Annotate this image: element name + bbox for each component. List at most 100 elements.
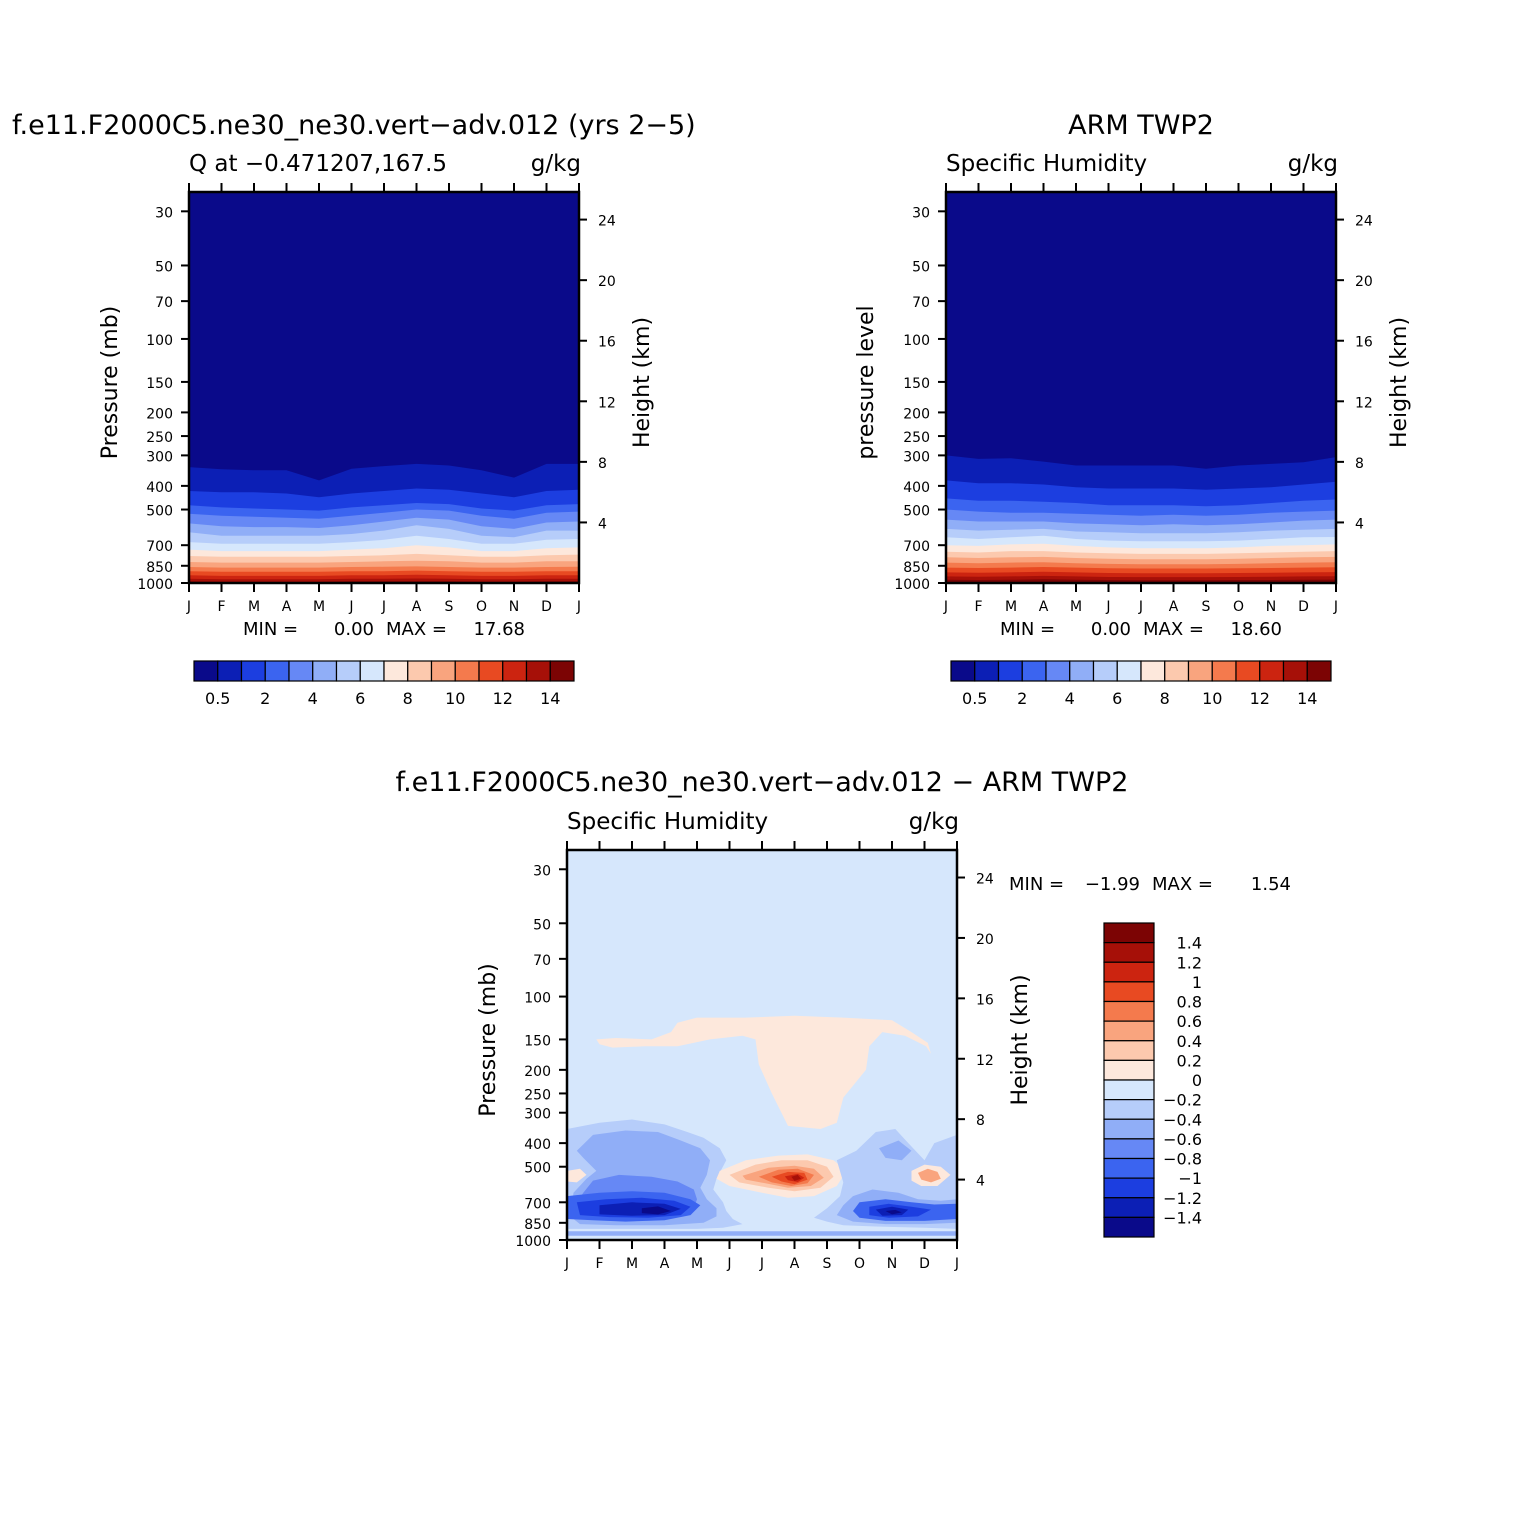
- y-tick-label-right: 16: [976, 992, 994, 1008]
- colorbar-label: −1.4: [1163, 1208, 1202, 1227]
- colorbar-label: −0.2: [1163, 1091, 1202, 1110]
- x-tick-label: F: [974, 599, 982, 615]
- colorbar-label: 1: [1192, 973, 1202, 992]
- colorbar-swatch: [264, 660, 290, 682]
- colorbar-swatch: [1092, 660, 1118, 682]
- y-tick-label-right: 20: [1355, 274, 1373, 290]
- colorbar-swatch: [1103, 1118, 1155, 1140]
- y-tick-label: 70: [533, 953, 551, 969]
- colorbar-swatch: [359, 660, 385, 682]
- colorbar-swatch: [478, 660, 504, 682]
- y-axis-label: Pressure (mb): [98, 306, 123, 460]
- colorbar-label: 1.2: [1177, 953, 1202, 972]
- y-axis-label-right: Height (km): [630, 317, 655, 448]
- colorbar-swatch: [1211, 660, 1237, 682]
- y-tick-label-right: 4: [1355, 516, 1364, 532]
- colorbar-label: 6: [355, 689, 365, 708]
- y-tick-label: 500: [524, 1161, 551, 1177]
- x-tick-label: N: [509, 599, 519, 615]
- x-tick-label: M: [691, 1256, 703, 1272]
- y-tick-label: 1000: [515, 1234, 551, 1250]
- colorbar-swatch: [1103, 1099, 1155, 1120]
- x-tick-label: N: [887, 1256, 897, 1272]
- chart-units: g/kg: [909, 809, 959, 835]
- stat-max-label: MAX =: [1143, 619, 1204, 640]
- colorbar-swatch: [288, 660, 314, 682]
- y-tick-label: 300: [524, 1107, 551, 1123]
- colorbar-swatch: [1103, 1079, 1155, 1101]
- contour-fill: [918, 1168, 941, 1183]
- y-tick-label-right: 12: [598, 395, 616, 411]
- x-tick-label: J: [381, 599, 386, 615]
- y-tick-label: 850: [524, 1217, 551, 1233]
- stat-max-label: MAX =: [1152, 874, 1213, 895]
- colorbar-label: 0.2: [1177, 1051, 1202, 1070]
- colorbar-swatch: [525, 660, 551, 682]
- stat-max-value: 17.68: [473, 619, 525, 640]
- colorbar-swatch: [1235, 660, 1261, 682]
- plot-area: [567, 850, 957, 1240]
- y-tick-label: 100: [524, 991, 551, 1007]
- colorbar-swatch: [1140, 660, 1166, 682]
- colorbar-swatch: [1103, 981, 1155, 1003]
- chart-subtitle: Specific Humidity: [567, 809, 768, 835]
- colorbar-swatch: [1103, 1177, 1155, 1199]
- y-tick-label: 50: [155, 259, 173, 275]
- colorbar-swatch: [1103, 1059, 1155, 1081]
- y-tick-label: 300: [146, 449, 173, 465]
- colorbar-label: 4: [308, 689, 318, 708]
- colorbar-swatch: [1187, 660, 1213, 682]
- y-tick-label: 50: [912, 259, 930, 275]
- y-tick-label: 500: [903, 504, 930, 520]
- colorbar-swatch: [1021, 660, 1047, 682]
- colorbar-label: 0.4: [1177, 1032, 1202, 1051]
- colorbar-label: 2: [1017, 689, 1027, 708]
- y-tick-label: 400: [524, 1137, 551, 1153]
- colorbar-label: 14: [1297, 689, 1317, 708]
- x-tick-label: A: [1169, 599, 1179, 615]
- colorbar-label: 0.8: [1177, 993, 1202, 1012]
- chart-units: g/kg: [531, 151, 581, 177]
- colorbar-label: 8: [403, 689, 413, 708]
- y-tick-label-right: 8: [1355, 456, 1364, 472]
- contour-fill: [791, 1174, 801, 1181]
- colorbar-swatch: [1103, 1138, 1155, 1160]
- x-tick-label: J: [726, 1256, 731, 1272]
- x-tick-label: D: [919, 1256, 930, 1272]
- colorbar-swatch: [1103, 1020, 1155, 1042]
- stat-min-label: MIN =: [1000, 619, 1055, 640]
- y-tick-label-right: 16: [598, 335, 616, 351]
- plot-area: [946, 192, 1336, 583]
- x-tick-label: J: [1105, 599, 1110, 615]
- x-tick-label: F: [595, 1256, 603, 1272]
- y-tick-label-right: 4: [598, 516, 607, 532]
- colorbar-label: −0.6: [1163, 1130, 1202, 1149]
- colorbar-swatch: [950, 660, 976, 682]
- y-tick-label: 250: [146, 430, 173, 446]
- chart-panel-1: J F M A M J J A S O N D J 30 50 70 100 150 200 250 300 400 500…: [12, 110, 696, 708]
- stat-min-value: 0.00: [334, 619, 374, 640]
- y-tick-label: 100: [903, 333, 930, 349]
- colorbar-swatch: [312, 660, 338, 682]
- colorbar-swatch: [502, 660, 528, 682]
- x-tick-label: A: [1039, 599, 1049, 615]
- colorbar-swatch: [997, 660, 1023, 682]
- colorbar-label: −0.4: [1163, 1110, 1202, 1129]
- contour-fill: [641, 1206, 671, 1215]
- y-axis-label-right: Height (km): [1008, 974, 1033, 1105]
- colorbar-label: 4: [1065, 689, 1075, 708]
- y-tick-label: 100: [146, 333, 173, 349]
- chart-title: ARM TWP2: [1068, 110, 1214, 141]
- y-tick-label: 400: [903, 480, 930, 496]
- y-tick-label-right: 20: [598, 274, 616, 290]
- colorbar-label: 10: [1202, 689, 1222, 708]
- colorbar-label: 14: [540, 689, 560, 708]
- stat-max-label: MAX =: [386, 619, 447, 640]
- chart-panel-3: J F M A M J J A S O N D J305070100150200250300400500…: [396, 767, 1291, 1272]
- y-tick-label: 850: [903, 560, 930, 576]
- y-tick-label: 50: [533, 917, 551, 933]
- contour-fill: [596, 1015, 931, 1129]
- colorbar-label: 8: [1160, 689, 1170, 708]
- colorbar-swatch: [1282, 660, 1308, 682]
- x-tick-label: N: [1266, 599, 1276, 615]
